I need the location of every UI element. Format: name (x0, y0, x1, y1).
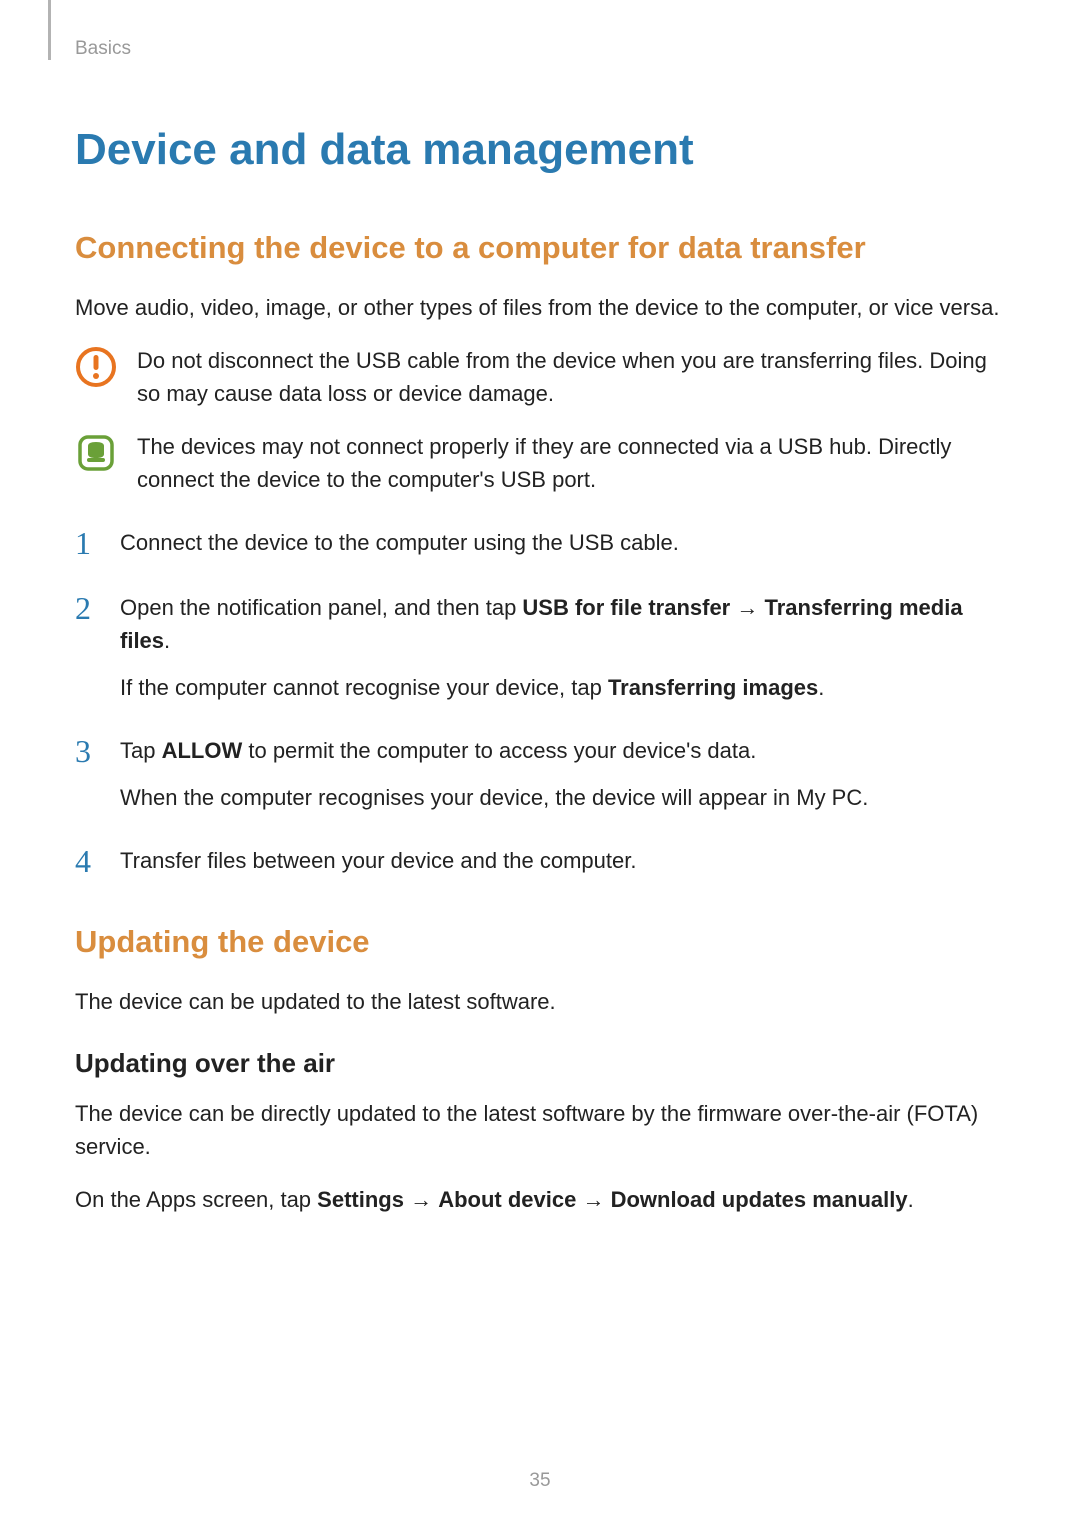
section-heading-connecting: Connecting the device to a computer for … (75, 230, 1005, 266)
updating-intro: The device can be updated to the latest … (75, 985, 1005, 1018)
note-icon (75, 432, 117, 474)
note-text: The devices may not connect properly if … (137, 430, 1005, 496)
step-subtext: When the computer recognises your device… (120, 781, 868, 814)
ota-paragraph-1: The device can be directly updated to th… (75, 1097, 1005, 1163)
document-page: Basics Device and data management Connec… (0, 0, 1080, 1527)
warning-callout: Do not disconnect the USB cable from the… (75, 344, 1005, 410)
warning-icon (75, 346, 117, 388)
note-callout: The devices may not connect properly if … (75, 430, 1005, 496)
section-updating: Updating the device The device can be up… (75, 924, 1005, 1216)
section-heading-updating: Updating the device (75, 924, 1005, 960)
step-number: 1 (75, 526, 100, 561)
subsection-heading-ota: Updating over the air (75, 1048, 1005, 1079)
step-text: Tap ALLOW to permit the computer to acce… (120, 734, 868, 814)
warning-text: Do not disconnect the USB cable from the… (137, 344, 1005, 410)
ota-paragraph-2: On the Apps screen, tap Settings → About… (75, 1183, 1005, 1216)
step-number: 4 (75, 844, 100, 879)
steps-list: 1 Connect the device to the computer usi… (75, 526, 1005, 879)
step-number: 3 (75, 734, 100, 769)
header-tab-line (48, 0, 51, 60)
step-subtext: If the computer cannot recognise your de… (120, 671, 1005, 704)
step-text: Connect the device to the computer using… (120, 526, 679, 559)
step-3: 3 Tap ALLOW to permit the computer to ac… (75, 734, 1005, 814)
step-number: 2 (75, 591, 100, 626)
page-title: Device and data management (75, 125, 1005, 175)
breadcrumb: Basics (75, 38, 1005, 60)
step-2: 2 Open the notification panel, and then … (75, 591, 1005, 704)
step-1: 1 Connect the device to the computer usi… (75, 526, 1005, 561)
step-text: Transfer files between your device and t… (120, 844, 636, 877)
step-text: Open the notification panel, and then ta… (120, 591, 1005, 704)
page-number: 35 (529, 1470, 550, 1492)
step-4: 4 Transfer files between your device and… (75, 844, 1005, 879)
intro-paragraph: Move audio, video, image, or other types… (75, 291, 1005, 324)
